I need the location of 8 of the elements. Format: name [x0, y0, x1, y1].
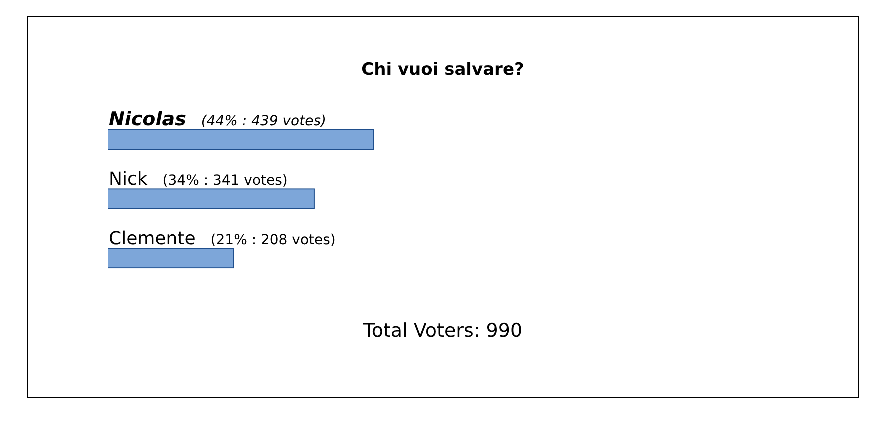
text: Chi vuoi salvare? — [362, 60, 524, 80]
data-label: (34% : 341 votes) — [162, 173, 288, 189]
data-label: (21% : 208 votes) — [210, 232, 336, 248]
text: Total Voters: 990 — [362, 320, 523, 342]
y-tick-label: Clemente — [109, 228, 196, 250]
data-label: (44% : 439 votes) — [201, 114, 326, 130]
y-tick-label: Nicolas — [109, 108, 186, 131]
y-tick-label: Nick — [109, 169, 148, 190]
